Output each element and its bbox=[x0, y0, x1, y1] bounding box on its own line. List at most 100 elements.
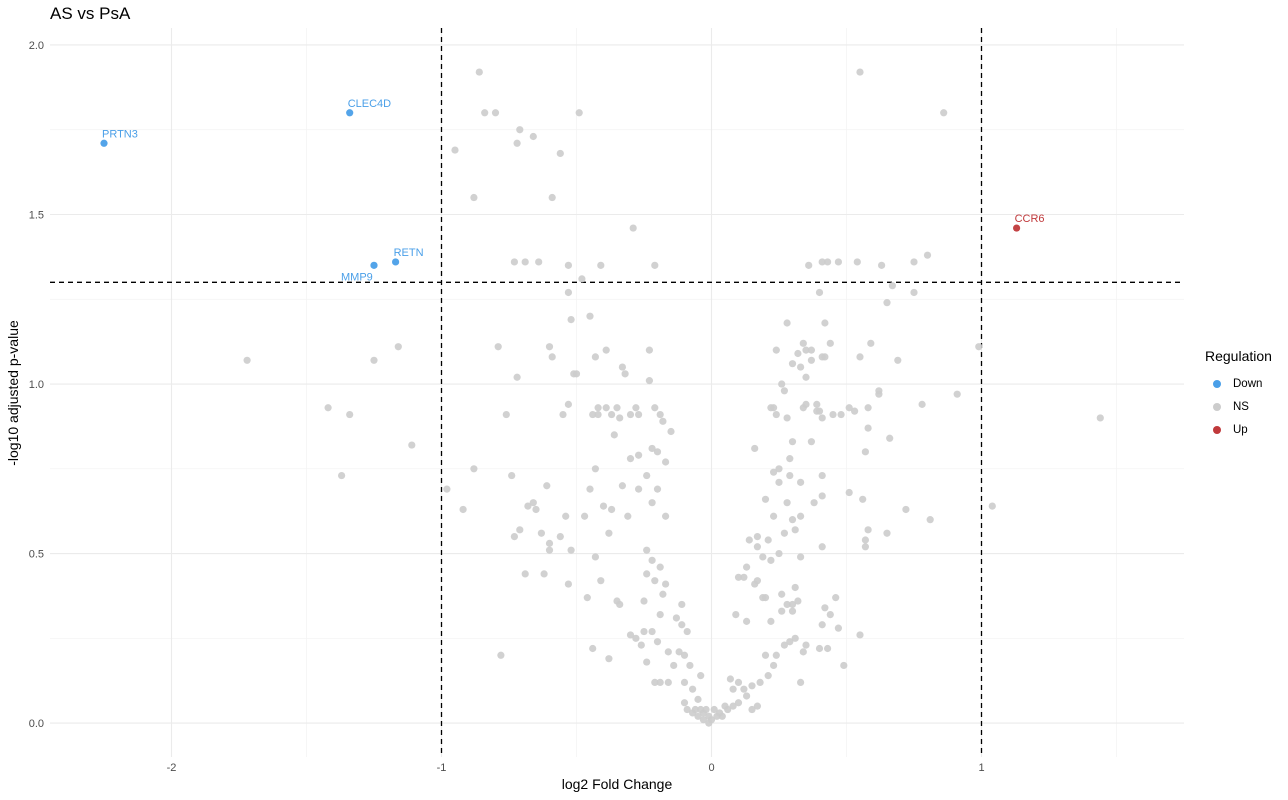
ns-point bbox=[324, 404, 332, 412]
ns-point bbox=[683, 627, 691, 636]
y-tick-label: 0.0 bbox=[29, 718, 44, 730]
ns-point bbox=[648, 627, 656, 636]
ns-point bbox=[597, 577, 605, 585]
ns-point bbox=[540, 570, 548, 578]
ns-point bbox=[662, 512, 670, 520]
ns-point bbox=[556, 533, 564, 541]
legend-item-up: Up bbox=[1205, 418, 1272, 441]
ns-point bbox=[821, 319, 829, 327]
ns-point bbox=[791, 526, 799, 534]
ns-point bbox=[770, 512, 778, 520]
ns-point bbox=[608, 505, 616, 514]
ns-point bbox=[786, 471, 794, 480]
ns-point bbox=[815, 644, 824, 653]
ns-point bbox=[510, 533, 518, 541]
down-point bbox=[346, 109, 354, 117]
legend-label: Down bbox=[1233, 377, 1263, 390]
ns-point bbox=[770, 661, 778, 670]
ns-point bbox=[775, 478, 783, 486]
ns-point bbox=[864, 404, 872, 412]
ns-point bbox=[818, 414, 826, 422]
ns-point bbox=[481, 109, 489, 117]
ns-point bbox=[510, 258, 518, 266]
ns-point bbox=[408, 441, 416, 449]
ns-point bbox=[529, 499, 537, 507]
ns-point bbox=[975, 343, 983, 351]
x-tick-label: 0 bbox=[708, 762, 714, 774]
legend-title: Regulation bbox=[1205, 348, 1272, 364]
chart-title: AS vs PsA bbox=[50, 4, 131, 23]
ns-point bbox=[805, 261, 813, 269]
ns-point bbox=[845, 488, 853, 497]
ns-point bbox=[786, 455, 794, 463]
ns-point bbox=[656, 410, 664, 419]
ns-point bbox=[788, 600, 797, 609]
ns-point bbox=[702, 705, 710, 714]
ns-point bbox=[626, 631, 635, 639]
ns-point bbox=[743, 563, 751, 571]
ns-point bbox=[788, 516, 797, 524]
ns-point bbox=[594, 410, 602, 419]
ns-point bbox=[589, 410, 597, 419]
ns-point bbox=[851, 407, 859, 415]
down-point bbox=[100, 139, 108, 147]
ns-point bbox=[918, 400, 926, 408]
ns-point bbox=[626, 410, 635, 419]
ns-point bbox=[578, 275, 586, 283]
ns-point bbox=[740, 685, 748, 693]
ns-point bbox=[856, 631, 864, 639]
ns-point bbox=[883, 529, 891, 537]
ns-point bbox=[370, 356, 378, 364]
ns-point bbox=[802, 346, 810, 354]
ns-point bbox=[470, 465, 478, 473]
ns-point bbox=[545, 539, 554, 547]
ns-point bbox=[548, 353, 556, 361]
ns-point bbox=[651, 678, 659, 687]
y-tick-label: 1.5 bbox=[29, 209, 44, 221]
ns-point bbox=[875, 387, 883, 395]
ns-point bbox=[675, 648, 683, 656]
ns-point bbox=[521, 570, 529, 578]
ns-point bbox=[743, 692, 751, 700]
ns-point bbox=[894, 356, 902, 364]
ns-point bbox=[834, 258, 843, 266]
ns-point bbox=[470, 193, 478, 202]
ns-point bbox=[653, 638, 662, 646]
gene-label: CLEC4D bbox=[348, 98, 391, 110]
ns-point bbox=[497, 651, 505, 659]
ns-point bbox=[680, 678, 689, 687]
ns-point bbox=[532, 505, 540, 514]
ns-point bbox=[513, 139, 521, 147]
ns-point bbox=[767, 404, 775, 412]
ns-point bbox=[680, 651, 689, 659]
ns-point bbox=[645, 346, 654, 354]
ns-point bbox=[724, 705, 732, 714]
ns-point bbox=[648, 444, 656, 453]
ns-point bbox=[613, 404, 621, 412]
ns-point bbox=[797, 553, 805, 561]
ns-point bbox=[680, 699, 689, 707]
ns-point bbox=[586, 485, 594, 493]
ns-point bbox=[394, 343, 402, 351]
ns-point bbox=[759, 594, 767, 602]
down-point bbox=[370, 261, 378, 269]
legend-swatch bbox=[1213, 425, 1221, 434]
ns-point bbox=[618, 363, 627, 371]
ns-point bbox=[759, 553, 767, 561]
ns-point bbox=[516, 126, 524, 134]
ns-point bbox=[778, 607, 786, 615]
ns-point bbox=[775, 465, 783, 473]
ns-point bbox=[856, 353, 864, 361]
x-axis-title: log2 Fold Change bbox=[562, 776, 673, 792]
ns-point bbox=[797, 478, 805, 486]
ns-point bbox=[772, 651, 780, 659]
down-point bbox=[392, 258, 400, 266]
ns-point bbox=[864, 526, 872, 534]
ns-point bbox=[643, 570, 651, 578]
ns-point bbox=[686, 661, 694, 670]
ns-point bbox=[780, 641, 789, 649]
legend-item-ns: NS bbox=[1205, 395, 1272, 418]
ns-point bbox=[867, 339, 875, 347]
legend-items: Down NS Up bbox=[1205, 372, 1272, 441]
ns-point bbox=[821, 604, 829, 612]
